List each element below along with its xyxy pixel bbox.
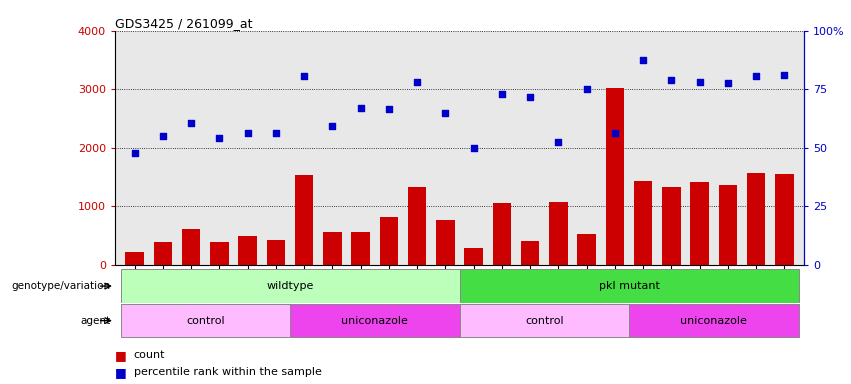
Point bbox=[665, 78, 678, 84]
Point bbox=[637, 57, 650, 63]
Bar bbox=[121, 304, 290, 337]
Point bbox=[438, 110, 452, 116]
Bar bbox=[465, 248, 483, 265]
Point bbox=[608, 130, 622, 136]
Bar bbox=[460, 304, 629, 337]
Point bbox=[410, 79, 424, 85]
Text: agent: agent bbox=[81, 316, 111, 326]
Bar bbox=[521, 241, 540, 265]
Point bbox=[156, 133, 169, 139]
Point bbox=[128, 149, 141, 156]
Bar bbox=[351, 232, 370, 265]
Bar bbox=[295, 175, 313, 265]
Point bbox=[269, 129, 283, 136]
Point bbox=[467, 145, 481, 151]
Bar bbox=[578, 234, 596, 265]
Text: ■: ■ bbox=[115, 366, 131, 379]
Text: percentile rank within the sample: percentile rank within the sample bbox=[134, 367, 322, 377]
Bar bbox=[493, 203, 511, 265]
Bar bbox=[629, 304, 798, 337]
Bar bbox=[121, 270, 460, 303]
Bar bbox=[606, 88, 624, 265]
Point bbox=[551, 139, 565, 145]
Bar bbox=[323, 232, 341, 265]
Text: wildtype: wildtype bbox=[266, 281, 314, 291]
Point bbox=[326, 122, 340, 129]
Point bbox=[721, 80, 734, 86]
Bar bbox=[210, 242, 229, 265]
Bar bbox=[290, 304, 460, 337]
Text: uniconazole: uniconazole bbox=[341, 316, 408, 326]
Bar bbox=[634, 180, 653, 265]
Bar bbox=[662, 187, 681, 265]
Point bbox=[693, 79, 706, 85]
Text: pkl mutant: pkl mutant bbox=[598, 281, 660, 291]
Bar bbox=[380, 217, 398, 265]
Bar bbox=[238, 236, 257, 265]
Bar bbox=[437, 220, 454, 265]
Point bbox=[185, 119, 198, 126]
Point bbox=[580, 86, 593, 93]
Bar bbox=[182, 228, 200, 265]
Text: genotype/variation: genotype/variation bbox=[12, 281, 111, 291]
Point bbox=[241, 129, 254, 136]
Text: control: control bbox=[525, 316, 563, 326]
Bar bbox=[408, 187, 426, 265]
Point bbox=[213, 136, 226, 142]
Bar bbox=[719, 185, 737, 265]
Bar bbox=[549, 202, 568, 265]
Text: count: count bbox=[134, 350, 165, 360]
Point bbox=[523, 94, 537, 100]
Bar bbox=[460, 270, 798, 303]
Text: control: control bbox=[186, 316, 225, 326]
Text: ■: ■ bbox=[115, 349, 131, 362]
Bar bbox=[266, 240, 285, 265]
Point bbox=[778, 71, 791, 78]
Bar bbox=[775, 174, 794, 265]
Bar bbox=[154, 242, 172, 265]
Point bbox=[297, 73, 311, 79]
Text: GDS3425 / 261099_at: GDS3425 / 261099_at bbox=[115, 17, 253, 30]
Point bbox=[382, 106, 396, 112]
Point bbox=[354, 105, 368, 111]
Bar bbox=[125, 252, 144, 265]
Point bbox=[495, 91, 509, 97]
Bar bbox=[690, 182, 709, 265]
Point bbox=[750, 73, 763, 79]
Bar bbox=[747, 173, 765, 265]
Text: uniconazole: uniconazole bbox=[680, 316, 747, 326]
